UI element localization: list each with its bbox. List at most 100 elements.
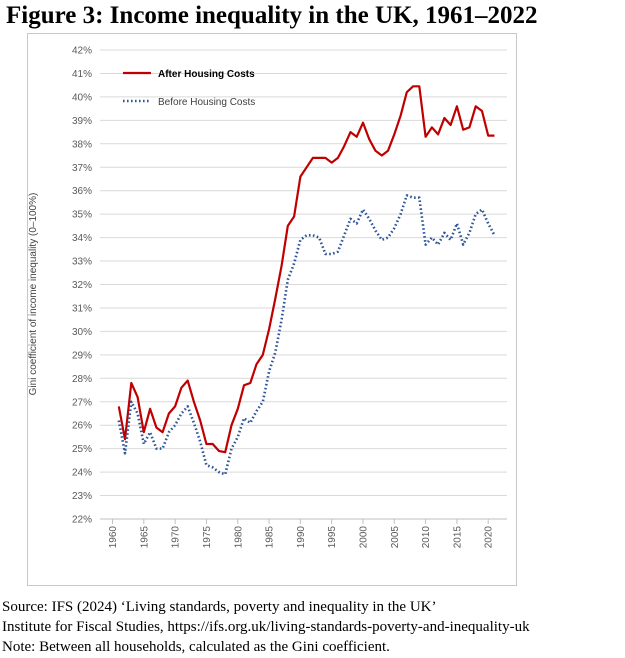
data-point	[375, 230, 377, 232]
x-tick-label: 1995	[327, 526, 338, 549]
data-point	[299, 239, 301, 241]
data-point	[243, 384, 245, 386]
data-point	[218, 471, 220, 473]
data-point	[168, 413, 170, 415]
x-tick-label: 2020	[484, 526, 495, 549]
data-point	[193, 422, 195, 424]
data-point	[450, 239, 452, 241]
series-lines	[117, 85, 496, 476]
data-point	[494, 135, 496, 137]
y-tick-label: 35%	[72, 210, 92, 221]
data-point	[475, 105, 477, 107]
y-tick-label: 33%	[72, 257, 92, 268]
data-point	[249, 382, 251, 384]
data-point	[406, 91, 408, 93]
x-tick-label: 2005	[390, 526, 401, 549]
data-point	[237, 408, 239, 410]
data-point	[306, 166, 308, 168]
data-point	[412, 197, 414, 199]
y-tick-label: 22%	[72, 515, 92, 526]
data-point	[456, 105, 458, 107]
y-tick-label: 37%	[72, 163, 92, 174]
y-tick-label: 34%	[72, 233, 92, 244]
x-tick-label: 1975	[202, 526, 213, 549]
data-point	[187, 406, 189, 408]
data-point	[224, 474, 226, 476]
data-point	[118, 420, 120, 422]
data-point	[362, 209, 364, 211]
x-tick-label: 1970	[171, 526, 182, 549]
data-point	[224, 451, 226, 453]
data-point	[118, 406, 120, 408]
x-tick-label: 1965	[139, 526, 150, 549]
y-axis-label: Gini coefficient of income inequality (0…	[28, 193, 39, 396]
data-point	[149, 431, 151, 433]
data-point	[368, 138, 370, 140]
data-point	[481, 110, 483, 112]
y-tick-label: 30%	[72, 327, 92, 338]
data-point	[206, 464, 208, 466]
y-tick-label: 36%	[72, 186, 92, 197]
x-tick-label: 2000	[358, 526, 369, 549]
data-point	[137, 396, 139, 398]
data-point	[437, 134, 439, 136]
data-point	[206, 443, 208, 445]
line-chart: 22% 23% 24% 25% 26% 27% 28% 29% 30% 31% 32% 33% 34% 3…	[27, 33, 517, 586]
data-point	[256, 363, 258, 365]
data-point	[181, 387, 183, 389]
data-point	[281, 265, 283, 267]
data-point	[325, 253, 327, 255]
legend: After Housing Costs Before Housing Costs	[123, 69, 255, 108]
data-point	[337, 251, 339, 253]
data-point	[431, 237, 433, 239]
data-point	[487, 135, 489, 137]
data-point	[143, 431, 145, 433]
data-point	[443, 117, 445, 119]
data-point	[262, 401, 264, 403]
data-point	[400, 213, 402, 215]
source-line-2: Institute for Fiscal Studies, https://if…	[2, 619, 530, 635]
y-tick-label: 25%	[72, 444, 92, 455]
data-point	[381, 239, 383, 241]
data-point	[187, 380, 189, 382]
y-tick-label: 26%	[72, 421, 92, 432]
data-point	[425, 136, 427, 138]
legend-label: After Housing Costs	[158, 69, 255, 80]
data-point	[443, 232, 445, 234]
data-point	[231, 448, 233, 450]
data-point	[155, 427, 157, 429]
data-point	[168, 431, 170, 433]
data-point	[350, 218, 352, 220]
y-tick-label: 39%	[72, 116, 92, 127]
data-point	[287, 225, 289, 227]
data-point	[212, 443, 214, 445]
data-point	[456, 223, 458, 225]
data-point	[237, 436, 239, 438]
data-point	[268, 328, 270, 330]
data-point	[469, 232, 471, 234]
data-point	[450, 124, 452, 126]
data-point	[130, 382, 132, 384]
data-point	[356, 223, 358, 225]
data-point	[312, 157, 314, 159]
data-point	[174, 406, 176, 408]
data-point	[124, 452, 126, 454]
data-point	[356, 136, 358, 138]
data-point	[393, 134, 395, 136]
data-point	[418, 197, 420, 199]
data-point	[174, 424, 176, 426]
data-point	[274, 352, 276, 354]
data-point	[149, 408, 151, 410]
data-point	[306, 234, 308, 236]
y-tick-label: 24%	[72, 468, 92, 479]
data-point	[387, 237, 389, 239]
source-line-1: Source: IFS (2024) ‘Living standards, po…	[2, 599, 437, 615]
data-point	[287, 279, 289, 281]
data-point	[162, 448, 164, 450]
data-point	[368, 218, 370, 220]
data-point	[337, 157, 339, 159]
data-point	[325, 157, 327, 159]
data-point	[318, 237, 320, 239]
data-point	[350, 131, 352, 133]
data-point	[375, 150, 377, 152]
